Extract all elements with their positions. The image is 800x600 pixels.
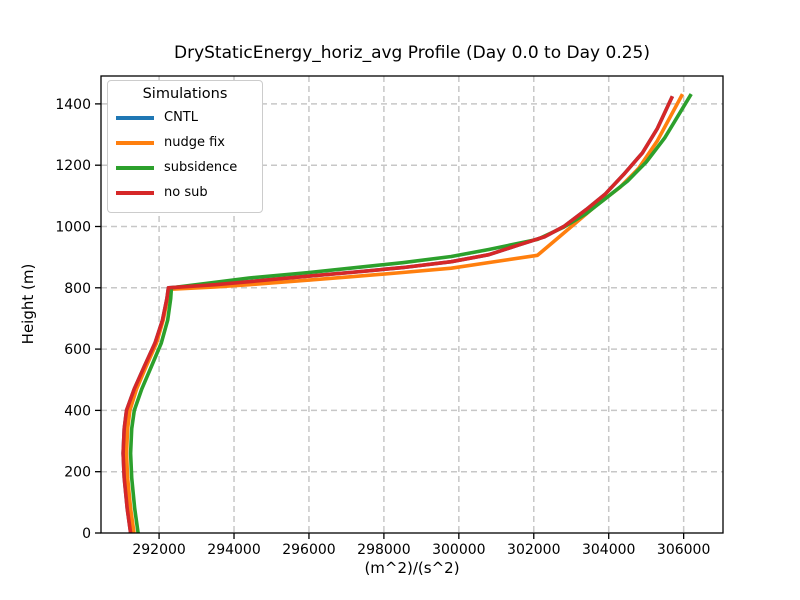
legend-item-no-sub: no sub xyxy=(116,180,254,205)
x-tick-label: 292000 xyxy=(132,542,185,558)
legend-item-subsidence: subsidence xyxy=(116,155,254,180)
y-tick-label: 600 xyxy=(64,342,91,358)
legend-item-nudge-fix: nudge fix xyxy=(116,130,254,155)
y-tick-label: 1200 xyxy=(55,158,91,174)
nudge-fix-line-swatch xyxy=(116,140,154,145)
y-tick-label: 1400 xyxy=(55,97,91,113)
legend: Simulations CNTL nudge fix subsidence no… xyxy=(107,80,263,213)
cntl-line-swatch xyxy=(116,115,154,120)
x-tick-label: 294000 xyxy=(207,542,260,558)
y-tick-label: 800 xyxy=(64,281,91,297)
legend-item-label: nudge fix xyxy=(164,135,225,150)
legend-item-label: CNTL xyxy=(164,110,198,125)
x-tick-label: 304000 xyxy=(582,542,635,558)
axes-border xyxy=(100,75,724,534)
x-tick-label: 306000 xyxy=(657,542,710,558)
x-tick-label: 296000 xyxy=(282,542,335,558)
y-tick-label: 1000 xyxy=(55,219,91,235)
x-tick-label: 300000 xyxy=(432,542,485,558)
chart-title: DryStaticEnergy_horiz_avg Profile (Day 0… xyxy=(174,43,650,63)
y-tick-label: 200 xyxy=(64,465,91,481)
legend-title: Simulations xyxy=(142,86,228,102)
legend-item-label: subsidence xyxy=(164,160,238,175)
subsidence-line-swatch xyxy=(116,165,154,170)
x-tick-label: 302000 xyxy=(507,542,560,558)
series-line-no-sub xyxy=(121,95,675,534)
legend-item-label: no sub xyxy=(164,185,208,200)
x-axis-label: (m^2)/(s^2) xyxy=(364,559,460,577)
y-tick-label: 400 xyxy=(64,403,91,419)
no-sub-line-swatch xyxy=(116,190,154,195)
x-tick-label: 298000 xyxy=(357,542,410,558)
legend-item-cntl: CNTL xyxy=(116,105,254,130)
series-line-subsidence xyxy=(128,93,693,534)
y-tick-label: 0 xyxy=(82,526,91,542)
